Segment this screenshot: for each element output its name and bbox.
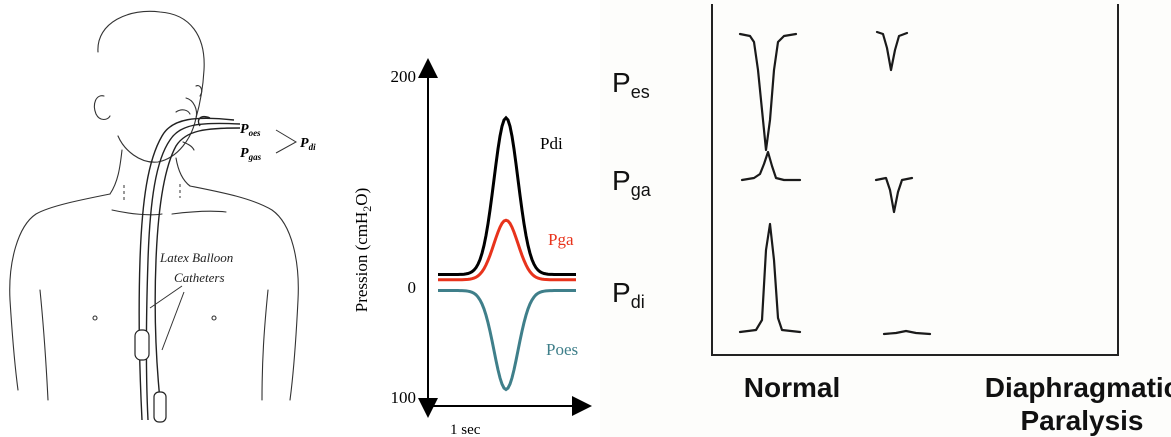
column-labels: Normal Diaphragmatic Paralysis — [744, 372, 1171, 436]
combine-arrow — [275, 129, 298, 154]
col-label-normal: Normal — [744, 372, 840, 403]
col-label-paralysis: Paralysis — [1021, 405, 1144, 436]
ytick-0: 0 — [408, 278, 417, 297]
trace-pes-paralysis — [875, 30, 909, 72]
trace-pdi-normal — [738, 222, 802, 334]
neck-dashes — [123, 184, 181, 200]
row-labels: Pes Pga Pdi — [612, 67, 652, 312]
pressure-labels: Poes Pgas Pdi — [240, 122, 316, 162]
series-line-pga — [438, 218, 576, 282]
catheter-label: Latex Balloon Catheters — [159, 250, 233, 285]
balloons — [134, 329, 167, 423]
anatomy-sketch: Poes Pgas Pdi Latex Balloon Catheters — [9, 10, 316, 423]
poes-label: Poes — [240, 122, 261, 138]
ytick-200: 200 — [391, 67, 417, 86]
trace-pdi-paralysis — [882, 329, 932, 336]
pgas-label: Pgas — [240, 146, 262, 162]
traces-panel: Pes Pga Pdi Normal Diaphragmatic Paralys… — [600, 0, 1171, 437]
row-label-pdi: Pdi — [612, 277, 645, 312]
pressure-chart: 200 0 100 Pression (cmH2O) 1 sec PdiPgaP… — [352, 58, 592, 437]
series-line-pdi — [438, 115, 576, 276]
series-label-pdi: Pdi — [540, 134, 563, 153]
body-outline — [9, 10, 299, 401]
pdi-label: Pdi — [300, 136, 316, 152]
chart-series — [438, 115, 576, 392]
x-axis-label: 1 sec — [450, 422, 481, 437]
trace-lines — [738, 30, 932, 336]
trace-pes-normal — [738, 32, 798, 152]
row-label-pga: Pga — [612, 165, 652, 200]
y-axis-label-text: Pression (cmH — [352, 212, 371, 313]
series-label-pga: Pga — [548, 230, 574, 249]
row-label-pes: Pes — [612, 67, 650, 102]
trace-pga-paralysis — [874, 176, 914, 214]
trace-frame — [711, 4, 1119, 356]
svg-text:Latex Balloon: Latex Balloon — [159, 250, 233, 265]
col-label-diaphragmatic: Diaphragmatic — [985, 372, 1171, 403]
series-labels: Pdi Pga Poes — [540, 134, 578, 359]
svg-text:Catheters: Catheters — [174, 270, 225, 285]
label-leaders — [149, 285, 185, 351]
traces-figure: Pes Pga Pdi Normal Diaphragmatic Paralys… — [600, 0, 1171, 437]
pressure-chart-panel: 200 0 100 Pression (cmH2O) 1 sec Pdi Pga P… — [330, 0, 600, 437]
anatomy-panel: Poes Pgas Pdi Latex Balloon Catheters — [0, 0, 330, 437]
y-axis-label: Pression (cmH2O) — [352, 188, 374, 313]
ytick-100: 100 — [391, 388, 417, 407]
series-line-poes — [438, 289, 576, 392]
trace-pga-normal — [740, 150, 802, 182]
series-label-poes: Poes — [546, 340, 578, 359]
